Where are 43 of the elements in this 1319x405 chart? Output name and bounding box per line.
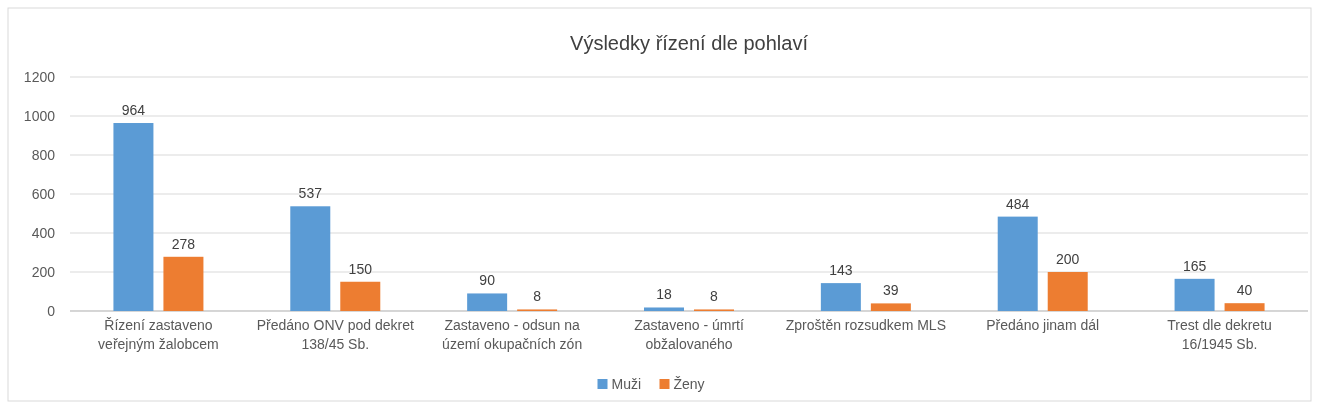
data-label: 200 [1056,251,1080,267]
bar [870,303,911,311]
data-label: 165 [1182,257,1207,274]
x-tick-label: Předáno jinam dál [986,317,1100,333]
y-tick-label: 1200 [23,69,56,85]
bar [1174,278,1215,311]
data-label: 143 [829,262,853,279]
y-tick-label: 600 [31,186,56,202]
x-tick-label: Trest dle dekretu 16/1945 Sb. [1167,317,1272,352]
data-label: 39 [883,282,899,299]
y-tick-label: 800 [31,147,56,163]
y-tick-label: 400 [31,225,56,241]
bar [997,216,1038,311]
bar [163,256,204,311]
data-label: 8 [533,288,542,305]
x-tick-label: Zastaveno - úmrtí obžalovaného [634,317,744,352]
data-label: 90 [479,272,496,289]
data-label: 278 [171,235,196,252]
x-tick-label: Řízení zastaveno veřejným žalobcem [98,317,219,352]
bar [113,123,154,311]
bar [1224,303,1265,311]
bar [340,281,381,311]
data-label: 150 [348,260,373,277]
y-tick-label: 0 [47,303,56,319]
legend-label: Muži [611,376,642,392]
x-tick-label: Předáno ONV pod dekret 138/45 Sb. [256,317,414,352]
bar [1047,272,1088,311]
data-label: 18 [656,286,672,303]
x-tick-label: Zproštěn rozsudkem MLS [785,317,947,333]
chart-title: Výsledky řízení dle pohlaví [570,32,809,54]
bar [644,307,684,311]
y-tick-label: 200 [31,264,56,280]
bar [820,283,861,311]
data-label: 537 [298,185,323,202]
y-tick-label: 1000 [23,108,56,124]
legend-label: Ženy [673,376,705,392]
data-label: 40 [1236,282,1253,299]
bar [290,206,331,311]
data-label: 484 [1006,195,1030,212]
data-label: 964 [121,102,146,119]
bar [467,293,508,311]
data-label: 8 [710,288,719,305]
x-tick-label: Zastaveno - odsun na území okupačních zón [442,317,583,352]
